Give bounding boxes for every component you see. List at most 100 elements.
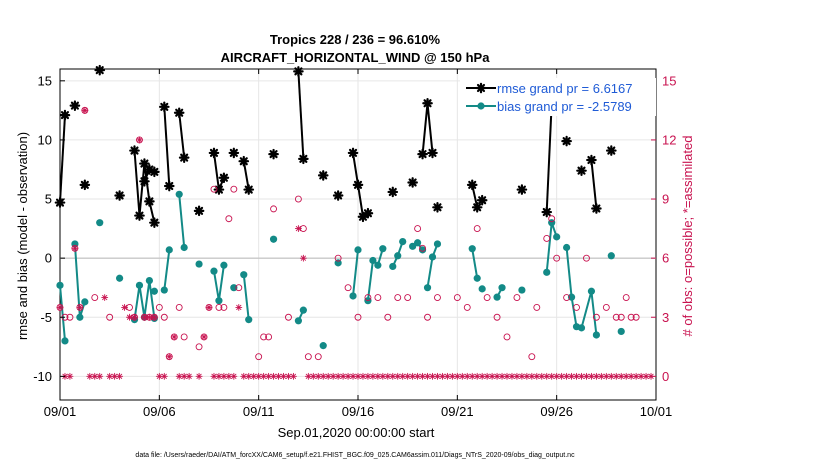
y2-axis-label: # of obs: o=possible; *=assimilated — [680, 136, 695, 337]
y2-tick-label: 6 — [662, 251, 669, 266]
obs-possible-point — [592, 313, 600, 321]
obs-possible-point — [265, 333, 273, 341]
obs-assimilated-point-stroke — [295, 226, 301, 232]
rmse-point — [69, 100, 81, 111]
rmse-point — [129, 145, 140, 156]
obs-assimilated-point-stroke — [236, 304, 242, 310]
obs-possible-point — [563, 294, 571, 301]
rmse-point — [541, 206, 553, 218]
rmse-point-stroke — [150, 218, 159, 227]
obs-assimilated-point-stroke — [161, 373, 167, 379]
bias-point — [220, 261, 228, 269]
obs-possible-point — [434, 294, 441, 301]
obs-assimilated-point-stroke — [87, 373, 93, 379]
obs-assimilated-point — [548, 372, 556, 380]
obs-possible-point — [106, 313, 114, 321]
obs-assimilated-point-stroke — [549, 373, 555, 379]
rmse-point — [576, 165, 587, 176]
obs-possible-point — [632, 313, 640, 321]
obs-assimilated-point-stroke — [444, 373, 450, 379]
obs-assimilated-point-stroke — [310, 373, 316, 379]
bias-point — [563, 243, 571, 252]
obs-assimilated-point — [126, 313, 133, 321]
obs-assimilated-point — [463, 372, 471, 380]
rmse-point — [362, 207, 374, 219]
rmse-point-stroke — [140, 177, 149, 186]
obs-assimilated-point — [200, 333, 208, 341]
y-axis-label: rmse and bias (model - observation) — [15, 132, 30, 340]
rmse-point-stroke — [473, 203, 482, 212]
bias-point — [165, 246, 173, 254]
bias-point — [498, 284, 506, 292]
bias-point — [369, 256, 377, 265]
rmse-point — [298, 153, 309, 165]
obs-possible-point — [503, 333, 511, 341]
rmse-point-stroke — [353, 180, 363, 189]
obs-assimilated-point — [294, 225, 302, 233]
obs-assimilated-point-stroke — [231, 373, 237, 379]
bias-point — [160, 286, 168, 294]
obs-possible-point — [602, 303, 610, 311]
rmse-point-stroke — [607, 146, 616, 155]
obs-possible-point — [304, 353, 312, 361]
legend: rmse grand pr = 6.6167 bias grand pr = -… — [460, 78, 656, 116]
obs-assimilated-point — [558, 372, 566, 380]
obs-assimilated-point — [632, 372, 640, 380]
rmse-point-stroke — [145, 197, 154, 206]
rmse-point — [605, 145, 617, 156]
rmse-point-stroke — [214, 185, 224, 194]
legend-bias-marker — [477, 102, 485, 110]
obs-assimilated-point — [468, 372, 476, 380]
rmse-point — [476, 194, 488, 206]
obs-assimilated-point-stroke — [97, 373, 103, 379]
rmse-point-stroke — [219, 173, 228, 182]
obs-assimilated-point — [230, 372, 238, 380]
obs-assimilated-point — [66, 372, 74, 380]
obs-possible-point — [155, 303, 163, 311]
obs-possible-point — [374, 294, 382, 301]
obs-assimilated-point — [165, 353, 173, 361]
rmse-line-segment — [297, 71, 305, 159]
rmse-point-stroke — [209, 148, 219, 158]
obs-assimilated-point — [324, 372, 332, 380]
obs-assimilated-point-stroke — [325, 373, 331, 379]
rmse-point — [466, 179, 478, 191]
obs-assimilated-point — [185, 372, 193, 380]
obs-assimilated-point-stroke — [593, 373, 599, 379]
x-tick-label: 09/26 — [540, 404, 573, 419]
rmse-point-stroke — [135, 211, 144, 220]
obs-assimilated-point — [443, 372, 451, 380]
rmse-point-stroke — [423, 99, 432, 108]
bias-point — [240, 271, 248, 279]
obs-assimilated-point-stroke — [509, 373, 515, 379]
obs-assimilated-point-stroke — [350, 373, 356, 379]
rmse-point-stroke — [418, 150, 427, 159]
obs-assimilated-point — [289, 372, 297, 380]
rmse-point — [332, 190, 344, 201]
rmse-point — [268, 148, 279, 160]
y2-tick-label: 0 — [662, 369, 669, 384]
rmse-point — [159, 101, 170, 113]
obs-possible-point — [314, 353, 322, 361]
obs-assimilated-point — [389, 372, 397, 380]
obs-assimilated-point — [86, 372, 94, 380]
obs-assimilated-point-stroke — [275, 373, 282, 379]
obs-assimilated-point-stroke — [370, 373, 376, 379]
obs-assimilated-point-stroke — [429, 373, 436, 379]
obs-assimilated-point-stroke — [568, 373, 575, 379]
obs-assimilated-point-stroke — [171, 334, 177, 340]
obs-assimilated-point-stroke — [290, 373, 297, 379]
obs-assimilated-point-stroke — [499, 373, 505, 379]
obs-assimilated-point-stroke — [102, 294, 108, 301]
bias-point — [76, 313, 84, 321]
obs-assimilated-point-stroke — [479, 373, 485, 379]
obs-assimilated-point — [81, 106, 89, 114]
obs-possible-point — [91, 294, 99, 301]
obs-possible-point — [220, 303, 228, 311]
obs-possible-point — [553, 254, 561, 262]
obs-possible-point — [394, 294, 402, 301]
obs-assimilated-point — [587, 372, 595, 380]
obs-assimilated-point-stroke — [226, 373, 232, 379]
